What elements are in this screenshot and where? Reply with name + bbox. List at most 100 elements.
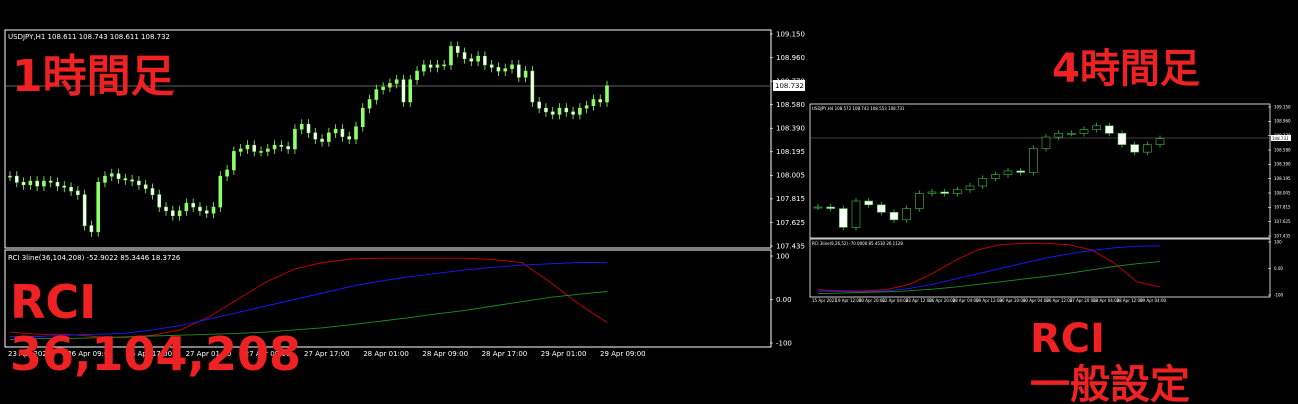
- h1-candle-body: [116, 173, 121, 179]
- h4-price-tick-label: 107.435: [1274, 233, 1291, 238]
- h1-candle-body: [123, 178, 128, 181]
- h1-time-tick-label: 27 Apr 17:00: [304, 350, 350, 358]
- h4-price-tick-label: 108.580: [1274, 147, 1291, 152]
- h1-candle-body: [550, 111, 555, 115]
- h4-time-tick-label: 27 Apr 20:00: [1070, 298, 1097, 303]
- h4-time-tick-label: 26 Apr 12:00: [1046, 298, 1073, 303]
- h1-rci-series-line: [9, 291, 608, 340]
- h1-candle-body: [8, 175, 12, 178]
- h4-candle-body: [1067, 133, 1076, 135]
- h1-candle-body: [523, 70, 528, 78]
- h4-candle-body: [1029, 148, 1038, 173]
- h1-candle-body: [374, 89, 379, 100]
- h4-price-panel: [809, 103, 1271, 239]
- h1-candle-body: [204, 210, 209, 214]
- h1-candle-body: [299, 123, 304, 130]
- h1-rci-header: RCI 3line(36,104,208) -52.9022 85.3446 1…: [8, 254, 181, 262]
- h1-candle-body: [272, 144, 277, 150]
- h4-candle-body: [1143, 144, 1152, 153]
- h4-candle-body: [1117, 133, 1127, 145]
- h1-rci-tick-label: -100: [776, 339, 792, 347]
- h4-candle-body: [953, 189, 962, 194]
- h1-candle-body: [191, 203, 195, 208]
- h1-price-tick-label: 107.435: [776, 242, 805, 250]
- h4-candle-body: [877, 204, 886, 213]
- h1-candle-body: [28, 180, 33, 186]
- h1-time-tick-label: 29 Apr 01:00: [541, 350, 587, 358]
- h4-rci-series-line: [817, 261, 1161, 295]
- h4-rci-series-line: [817, 245, 1161, 293]
- h1-candle-body: [320, 138, 324, 142]
- h1-price-axis: 109.150 108.960 108.770 108.580 108.390 108.1…: [770, 30, 805, 250]
- h1-candle-body: [435, 64, 440, 68]
- h1-header: USDJPY,H1 108.611 108.743 108.611 108.73…: [8, 33, 170, 41]
- h1-candle-body: [591, 99, 596, 106]
- h4-rci-tick-label: -100: [1274, 292, 1284, 297]
- h1-candle-body: [89, 225, 94, 233]
- h1-time-tick-label: 29 Apr 09:00: [600, 350, 646, 358]
- h4-candle-body: [1079, 129, 1089, 134]
- h1-price-tick-label: 109.150: [776, 30, 805, 38]
- h4-time-tick-label: 22 Apr 04:00: [882, 298, 909, 303]
- h1-rci-lines: [9, 257, 608, 340]
- h4-candle-body: [1003, 170, 1013, 175]
- rci-left-annotation-2: 36,104,208: [10, 327, 301, 381]
- h4-price-tick-label: 108.195: [1274, 176, 1291, 181]
- h1-candle-body: [306, 123, 311, 134]
- h4-price-tick-label: 108.390: [1274, 162, 1291, 167]
- h1-candle-body: [150, 188, 155, 195]
- h1-chart: USDJPY,H1 108.611 108.743 108.611 108.73…: [4, 29, 805, 358]
- h4-rci-panel: [809, 238, 1271, 298]
- h1-candle-body: [449, 46, 453, 66]
- h4-time-tick-label: 29 Apr 04:00: [1140, 298, 1167, 303]
- h4-candles: [813, 122, 1165, 231]
- h1-candle-body: [340, 128, 345, 137]
- h4-rci-series-line: [817, 242, 1161, 292]
- rci-left-annotation-1: RCI: [10, 275, 96, 329]
- h1-price-tick-label: 108.580: [776, 101, 805, 109]
- h1-candle-body: [496, 67, 501, 72]
- h1-candle-body: [503, 68, 508, 72]
- h4-time-tick-label: 28 Apr 12:00: [1117, 298, 1144, 303]
- h4-price-tick-label: 107.815: [1274, 205, 1291, 210]
- h1-time-tick-label: 23 Apr 2021: [8, 350, 51, 358]
- h1-candle-body: [55, 182, 60, 187]
- h1-candle-body: [103, 175, 107, 183]
- h1-annotation: 1時間足: [12, 51, 175, 102]
- h1-time-tick-label: 28 Apr 09:00: [422, 350, 468, 358]
- h1-candle-body: [489, 64, 494, 68]
- h4-time-tick-label: 30 Apr 04:00: [1023, 298, 1050, 303]
- h1-candle-body: [408, 79, 413, 103]
- h4-candle-body: [1155, 138, 1165, 145]
- h4-time-tick-label: 15 Apr 2021: [812, 298, 837, 303]
- h1-candle-body: [69, 186, 73, 192]
- h1-candle-body: [510, 64, 514, 69]
- h1-candle-body: [82, 194, 87, 226]
- h4-candle-body: [902, 208, 911, 221]
- h1-candle-body: [455, 46, 460, 53]
- h1-candle-body: [381, 86, 385, 90]
- h4-candle-body: [1105, 125, 1114, 134]
- h1-candles: [8, 41, 609, 237]
- rci-right-annotation-2: 一般設定: [1030, 362, 1190, 404]
- h4-chart: USDJPY,H4 108.572 108.743 108.553 108.73…: [809, 103, 1291, 303]
- h1-candle-body: [367, 99, 372, 109]
- h4-rci-tick-label: 0.00: [1274, 266, 1283, 271]
- h1-candle-body: [415, 70, 419, 81]
- h1-candle-body: [21, 182, 26, 186]
- h1-candle-body: [442, 64, 446, 67]
- h4-candle-body: [915, 193, 924, 209]
- h4-time-tick-label: 23 Apr 12:00: [906, 298, 933, 303]
- h1-candle-body: [232, 151, 236, 171]
- h1-price-tick-label: 108.390: [776, 125, 805, 133]
- h1-candle-body: [279, 144, 284, 147]
- h4-price-tick-label: 107.625: [1274, 219, 1291, 224]
- h4-annotation: 4時間足: [1052, 46, 1200, 92]
- rci-right-annotation-1: RCI: [1030, 316, 1105, 362]
- h4-price-tick-label: 109.150: [1274, 104, 1291, 109]
- h4-candle-body: [1016, 170, 1025, 173]
- h1-rci-axis: 100 0.00 -100: [770, 252, 792, 347]
- h4-candle-body: [813, 206, 823, 209]
